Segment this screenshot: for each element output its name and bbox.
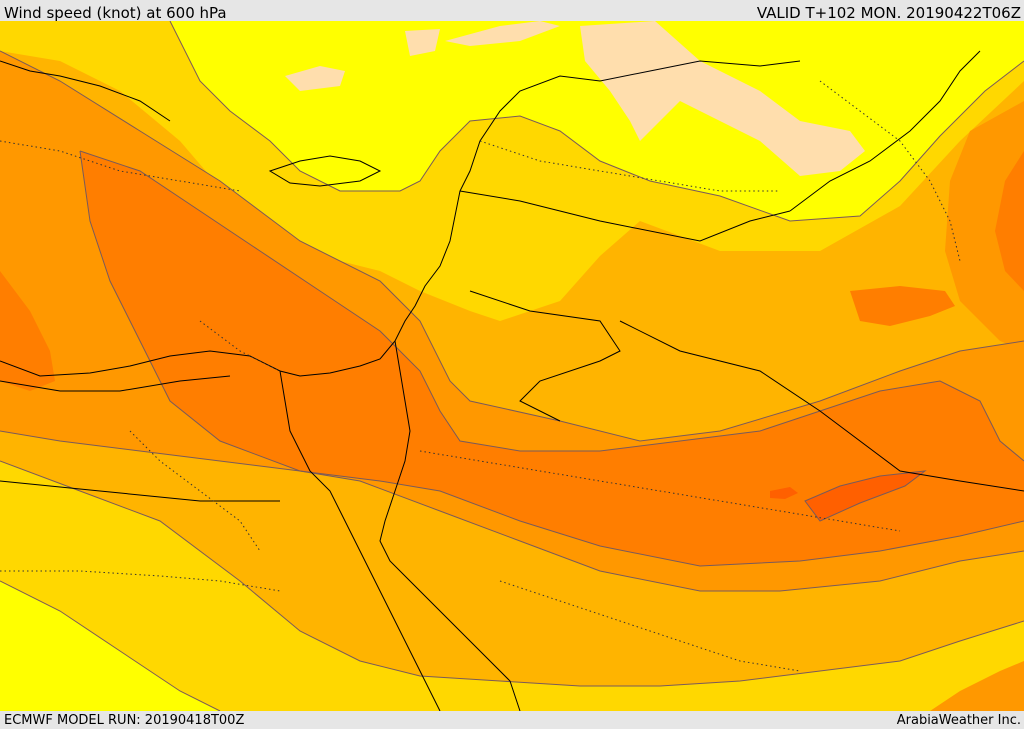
borders	[0, 50, 1024, 502]
band-north-0b	[285, 66, 345, 91]
band-south-4	[930, 661, 1024, 711]
valid-time-label: VALID T+102 MON. 20190422T06Z	[756, 4, 1021, 22]
band-east-5	[995, 151, 1024, 291]
band-east-4	[945, 101, 1024, 351]
credit-label: ArabiaWeather Inc.	[896, 713, 1021, 728]
map-title: Wind speed (knot) at 600 hPa	[4, 4, 227, 22]
internal-borders	[0, 80, 961, 672]
band-core-6	[805, 471, 925, 521]
band-core-6b	[770, 487, 798, 499]
band-north-0c	[405, 29, 440, 56]
band-north-0d	[445, 21, 560, 46]
band-south-2	[0, 461, 1024, 711]
band-mid-5	[850, 286, 955, 326]
band-south-1	[0, 581, 220, 711]
wind-speed-map	[0, 21, 1024, 711]
band-north-0a	[580, 21, 865, 176]
coastlines	[0, 60, 801, 711]
model-run-label: ECMWF MODEL RUN: 20190418T00Z	[4, 713, 245, 728]
contour-lines	[0, 21, 1024, 711]
band-west-5b	[0, 271, 55, 391]
band-west-5	[80, 151, 1024, 566]
